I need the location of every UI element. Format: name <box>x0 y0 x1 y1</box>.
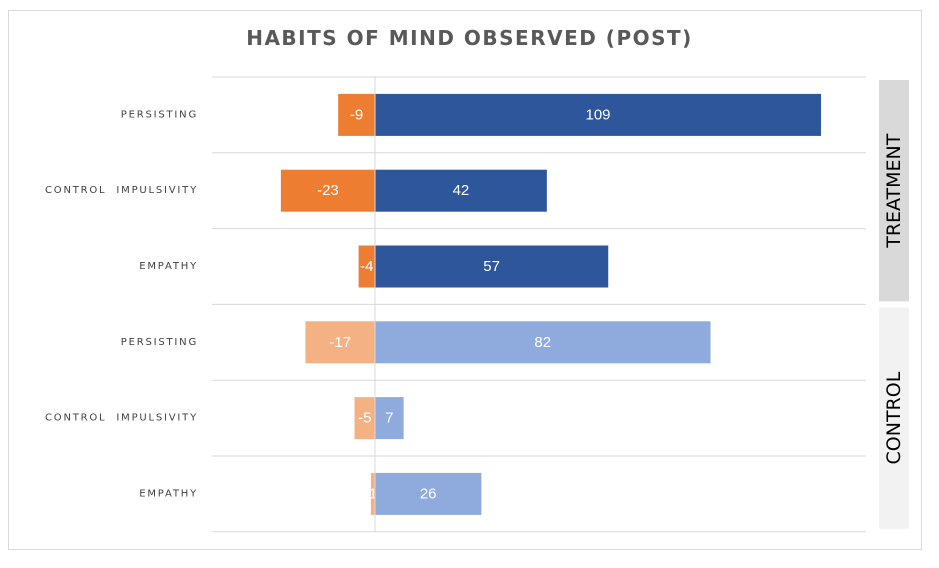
category-label: CONTROL IMPULSIVITY <box>45 185 198 196</box>
positive-bar <box>375 245 609 288</box>
group-band <box>879 80 909 302</box>
negative-bar-label: -17 <box>329 334 351 351</box>
category-label: CONTROL IMPULSIVITY <box>45 413 198 424</box>
positive-bar-label: 82 <box>534 334 551 351</box>
positive-bar <box>375 321 711 364</box>
positive-bar <box>375 397 404 440</box>
negative-bar <box>370 472 375 515</box>
category-label: PERSISTING <box>121 109 198 120</box>
group-band <box>879 307 909 529</box>
negative-bar <box>280 169 375 212</box>
positive-bar-label: 7 <box>385 410 393 427</box>
group-label: CONTROL <box>883 371 905 464</box>
negative-bar-label: -23 <box>317 182 339 199</box>
category-label: EMPATHY <box>139 488 198 499</box>
positive-bar <box>375 169 547 212</box>
positive-bar-label: 42 <box>453 182 470 199</box>
group-label: TREATMENT <box>883 133 905 249</box>
negative-bar <box>358 245 375 288</box>
negative-bar-label: 1 <box>369 485 377 502</box>
negative-bar <box>338 93 375 136</box>
negative-bar-label: -4 <box>360 258 373 275</box>
negative-bar-label: -5 <box>358 410 371 427</box>
positive-bar-label: 109 <box>585 106 610 123</box>
negative-bar <box>354 397 375 440</box>
positive-bar-label: 57 <box>483 258 500 275</box>
category-label: EMPATHY <box>139 261 198 272</box>
positive-bar-label: 26 <box>420 485 437 502</box>
negative-bar-label: -9 <box>350 106 363 123</box>
positive-bar <box>375 93 821 136</box>
category-label: PERSISTING <box>121 337 198 348</box>
chart-title: HABITS OF MIND OBSERVED (POST) <box>246 26 693 50</box>
negative-bar <box>305 321 375 364</box>
positive-bar <box>375 472 482 515</box>
